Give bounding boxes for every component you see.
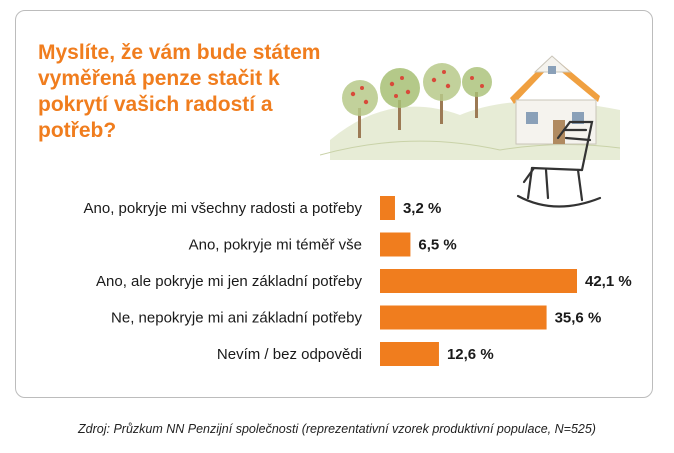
bar-chart: Ano, pokryje mi všechny radosti a potřeb… (84, 196, 632, 366)
value-label: 42,1 % (585, 273, 632, 290)
value-label: 35,6 % (555, 310, 602, 327)
orchard-house-chair-illustration (320, 55, 620, 208)
value-label: 6,5 % (418, 237, 456, 254)
rocking-chair (516, 120, 602, 208)
value-label: 3,2 % (403, 200, 441, 217)
chart-title: Myslíte, že vám bude státem vyměřená pen… (38, 41, 321, 142)
bar (380, 196, 395, 220)
category-label: Ne, nepokryje mi ani základní potřeby (111, 310, 362, 327)
apple-trees (342, 63, 492, 138)
bar (380, 305, 547, 330)
category-label: Nevím / bez odpovědi (217, 346, 362, 363)
chart-card (15, 10, 653, 398)
bar (380, 269, 577, 293)
bar (380, 232, 411, 257)
category-label: Ano, pokryje mi všechny radosti a potřeb… (84, 200, 363, 217)
category-label: Ano, pokryje mi téměř vše (189, 237, 362, 254)
value-label: 12,6 % (447, 346, 494, 363)
source-note: Zdroj: Průzkum NN Penzijní společnosti (… (78, 422, 596, 436)
bar (380, 342, 439, 366)
category-label: Ano, ale pokryje mi jen základní potřeby (96, 273, 362, 290)
